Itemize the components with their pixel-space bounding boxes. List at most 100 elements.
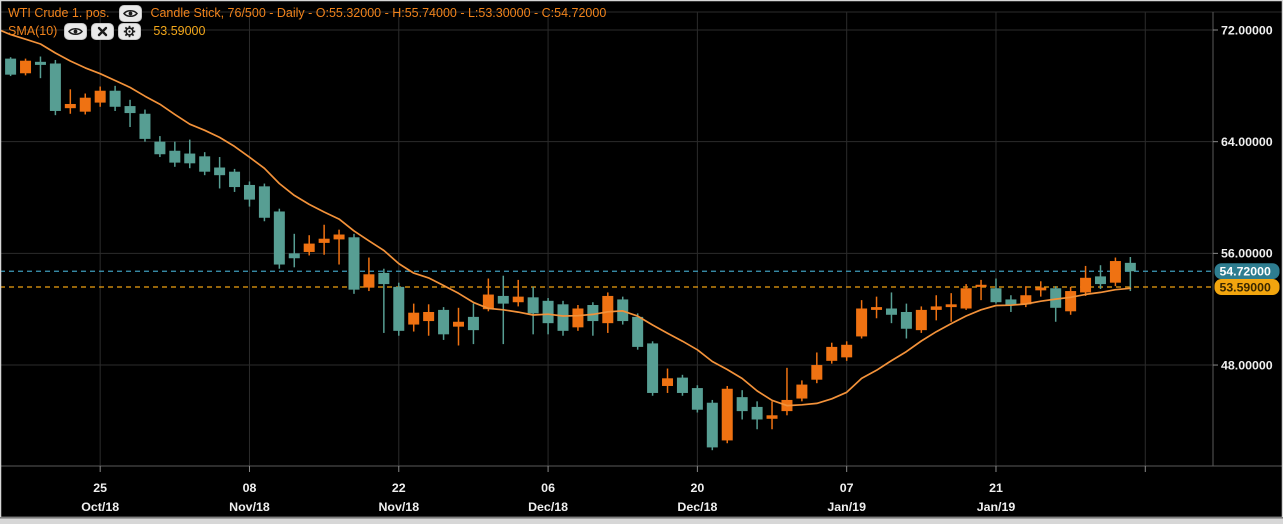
candle-body [676,377,688,393]
indicator-value: 53.59000 [153,24,206,38]
x-axis-month-label: Dec/18 [528,500,568,514]
indicator-settings-button[interactable] [118,23,142,40]
candle-body [736,397,748,412]
candle-body [258,186,270,218]
candle-body [1065,291,1077,312]
candle-body [273,211,285,265]
candle-body [632,316,644,347]
candle-body [408,312,420,325]
candle-body [94,90,106,103]
candle-body [647,343,659,393]
candle-body [527,297,539,314]
candle-body [109,90,121,107]
x-axis-day-label: 08 [243,481,257,495]
candle-body [662,378,674,386]
candle-body [79,97,91,112]
candle-body [199,156,211,172]
series-info: Candle Stick, 76/500 - Daily - O:55.3200… [150,6,607,20]
indicator-visibility-button[interactable] [64,23,88,40]
candle-body [811,365,823,380]
candle-body [139,113,151,139]
candle-body [602,295,614,324]
candle-body [542,300,554,324]
candle-body [572,308,584,328]
candle-body [453,321,464,327]
candle-body [945,304,957,308]
candle-body [438,309,450,335]
eye-icon [68,26,84,37]
x-axis-month-label: Dec/18 [677,500,717,514]
candle-body [1124,262,1136,272]
candle-body [318,238,330,243]
gear-icon [123,25,136,38]
x-axis-day-label: 25 [93,481,107,495]
candle-body [49,63,61,111]
candle-body [930,306,942,310]
candle-body [154,141,166,155]
candle-body [871,307,883,310]
x-axis-month-label: Oct/18 [81,500,119,514]
x-axis-day-label: 20 [690,481,704,495]
window-bottom-edge [0,518,1283,524]
candle-body [482,294,494,310]
candle-body [467,316,479,331]
candle-body [5,58,17,75]
candle-body [975,284,987,287]
y-axis-label: 56.00000 [1221,247,1273,261]
candle-body [378,272,390,285]
x-axis-month-label: Jan/19 [977,500,1016,514]
candle-body [900,311,912,329]
candle-body [497,295,509,304]
x-axis-month-label: Nov/18 [378,500,419,514]
candle-body [34,61,46,65]
x-axis-day-label: 07 [840,481,854,495]
x-axis-month-label: Nov/18 [229,500,270,514]
gridlines [0,12,1213,466]
candle-body [124,106,136,114]
series-header-row: WTI Crude 1. pos. Candle Stick, 76/500 -… [8,5,606,22]
last-close-badge [1214,263,1280,280]
candle-body [64,103,76,109]
candle-body [288,253,300,259]
candle-body [915,309,927,331]
candle-body [960,288,972,309]
candle-body [348,237,360,290]
candle-body [766,415,778,419]
sma-indicator-line [0,29,1132,407]
candle-body [214,167,226,176]
candle-body [796,384,808,399]
candle-body [333,234,345,240]
candle-body [303,243,315,252]
candle-body [363,274,375,288]
candle-body [751,406,763,420]
candle-body [706,402,718,448]
axis-ticks [99,29,1218,472]
candle-body [990,288,1002,303]
candle-body [184,153,196,164]
series-visibility-button[interactable] [119,5,143,22]
candle-body [169,150,181,163]
candle-body [1080,277,1092,293]
candle-body [393,286,405,331]
y-axis-label: 48.00000 [1221,358,1273,372]
last-close-badge-label: 54.72000 [1220,265,1271,279]
indicator-remove-button[interactable] [91,23,115,40]
candle-body [423,311,435,322]
candle-body [557,304,569,331]
candle-body [841,344,853,358]
x-axis-day-label: 21 [989,481,1003,495]
eye-icon [123,8,139,19]
candle-body [1005,299,1017,306]
y-axis-label: 64.00000 [1221,135,1273,149]
candle-body [885,308,897,315]
candle-body [1035,287,1047,291]
x-axis-day-label: 06 [541,481,555,495]
sma-value-badge [1214,279,1280,296]
x-axis-day-label: 22 [392,481,406,495]
candle-body [229,171,241,188]
candle-body [826,346,838,361]
candle-body [721,388,733,441]
sma-value-badge-label: 53.59000 [1220,280,1271,294]
